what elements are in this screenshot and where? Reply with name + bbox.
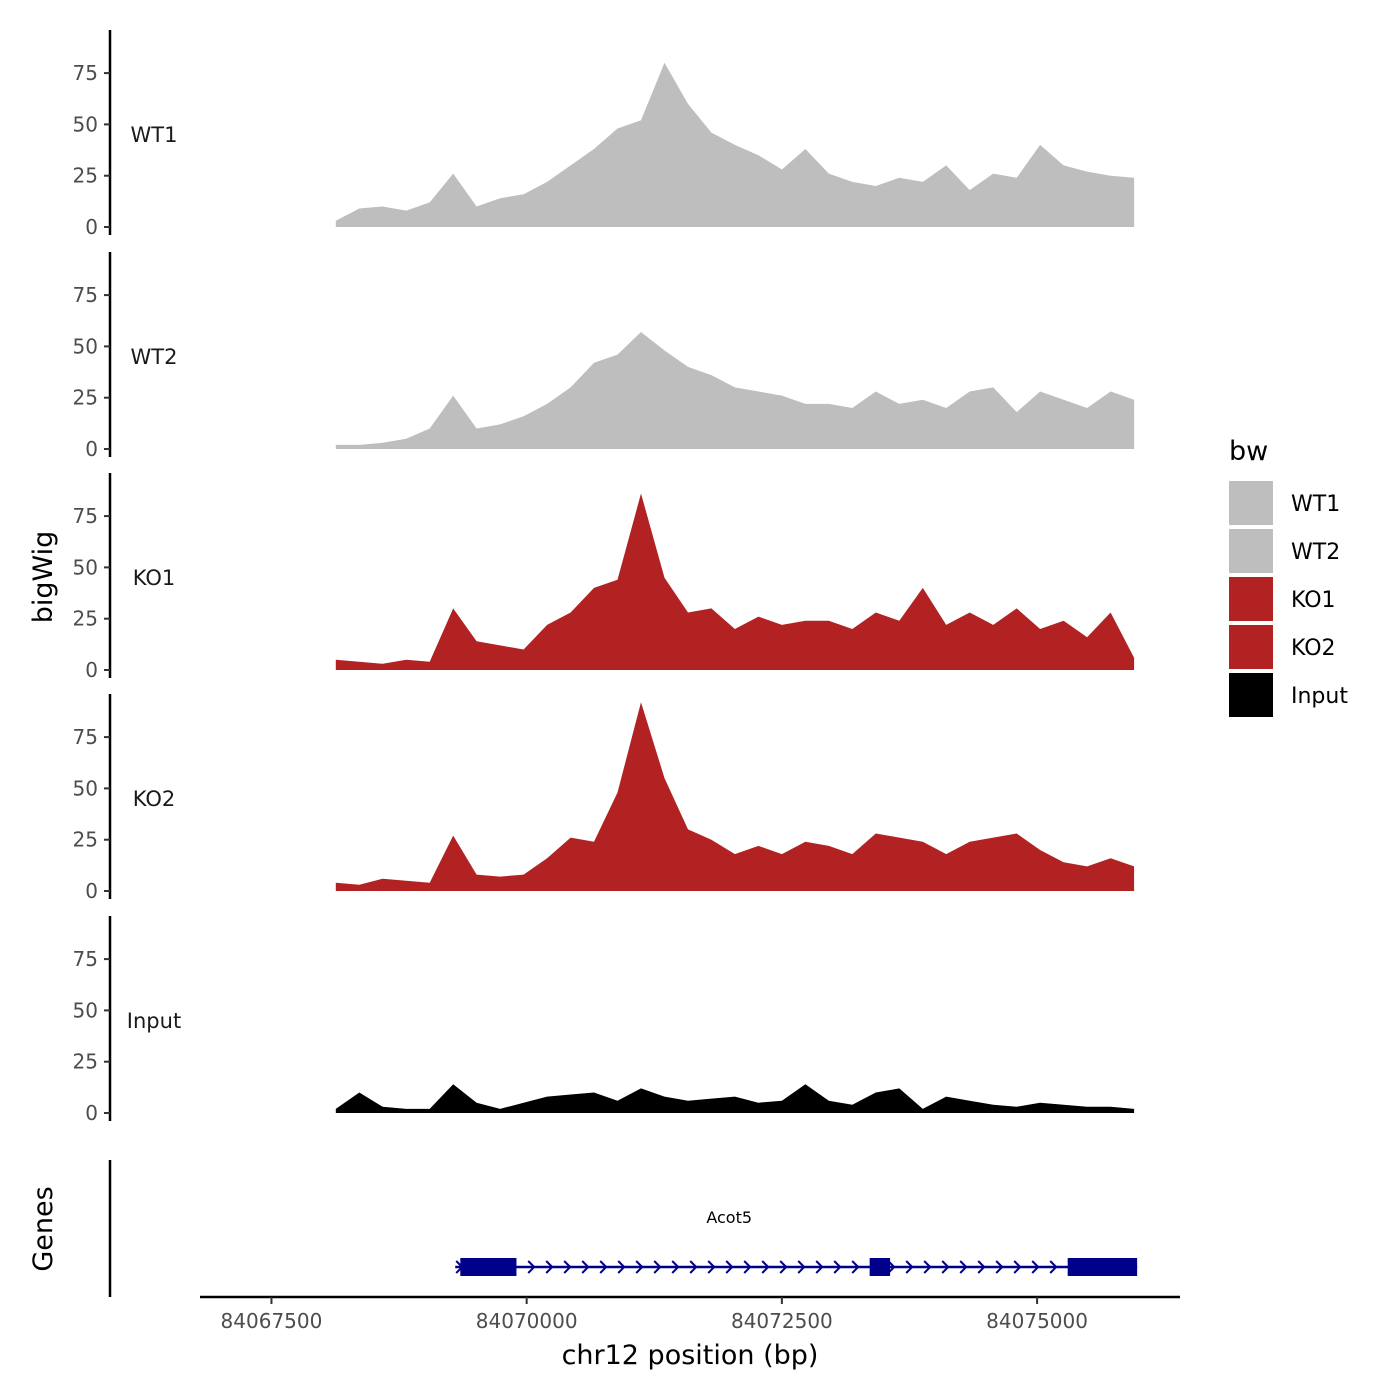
- legend-key-wt1: [1229, 481, 1273, 525]
- gene-track-title: Genes: [28, 1186, 59, 1271]
- y-tick-label: 50: [73, 776, 98, 800]
- x-tick-label: 84070000: [476, 1309, 578, 1333]
- x-tick-label: 84075000: [986, 1309, 1088, 1333]
- y-tick-label: 25: [73, 164, 98, 188]
- gene-name-label: Acot5: [706, 1208, 752, 1227]
- y-tick-label: 50: [73, 998, 98, 1022]
- strand-arrow: [563, 1260, 572, 1274]
- strand-arrow: [1049, 1260, 1058, 1274]
- legend-title: bw: [1229, 436, 1268, 467]
- strand-arrow: [941, 1260, 950, 1274]
- area-ko1: [335, 493, 1135, 670]
- strand-arrow: [977, 1260, 986, 1274]
- legend-label: KO2: [1291, 636, 1336, 661]
- strand-arrow: [689, 1260, 698, 1274]
- signal-tracks: 0 25 50 75 WT1 0 25 50 75 WT2 0 25 50 75 KO1 0 25 50 75 KO2…: [73, 30, 1135, 1125]
- strand-arrow: [923, 1260, 932, 1274]
- y-tick-label: 25: [73, 386, 98, 410]
- strand-arrow: [833, 1260, 842, 1274]
- strand-arrow: [851, 1260, 860, 1274]
- legend-label: KO1: [1291, 588, 1336, 613]
- strand-arrow: [671, 1260, 680, 1274]
- strand-arrow: [545, 1260, 554, 1274]
- y-tick-label: 0: [85, 215, 98, 239]
- strand-arrow: [779, 1260, 788, 1274]
- y-tick-label: 25: [73, 828, 98, 852]
- x-axis-title: chr12 position (bp): [562, 1340, 819, 1371]
- y-tick-label: 75: [73, 283, 98, 307]
- strand-arrow: [707, 1260, 716, 1274]
- strand-arrow: [959, 1260, 968, 1274]
- strand-arrow: [725, 1260, 734, 1274]
- track-wt1: 0 25 50 75 WT1: [73, 30, 1135, 239]
- y-tick-label: 75: [73, 947, 98, 971]
- strand-arrow: [905, 1260, 914, 1274]
- gene-exon: [460, 1258, 517, 1276]
- y-tick-label: 25: [73, 1050, 98, 1074]
- gene-exon: [869, 1258, 891, 1276]
- track-label: WT2: [131, 345, 178, 369]
- strand-arrow: [653, 1260, 662, 1274]
- y-tick-label: 0: [85, 437, 98, 461]
- track-wt2: 0 25 50 75 WT2: [73, 252, 1135, 461]
- legend-key-ko2: [1229, 625, 1273, 669]
- area-wt1: [335, 62, 1135, 227]
- y-tick-label: 75: [73, 725, 98, 749]
- x-tick-label: 84067500: [221, 1309, 323, 1333]
- area-ko2: [335, 702, 1135, 891]
- track-ko1: 0 25 50 75 KO1: [73, 473, 1135, 682]
- legend-label: WT1: [1291, 492, 1340, 517]
- strand-arrow: [761, 1260, 770, 1274]
- legend-key-wt2: [1229, 529, 1273, 573]
- strand-arrow: [995, 1260, 1004, 1274]
- strand-arrow: [1031, 1260, 1040, 1274]
- area-wt2: [335, 332, 1135, 449]
- strand-arrow: [1013, 1260, 1022, 1274]
- y-tick-label: 50: [73, 112, 98, 136]
- strand-arrow: [581, 1260, 590, 1274]
- legend-key-ko1: [1229, 577, 1273, 621]
- x-axis: 84067500 84070000 84072500 84075000: [200, 1295, 1180, 1333]
- y-tick-label: 50: [73, 555, 98, 579]
- y-tick-label: 50: [73, 334, 98, 358]
- y-axis-title: bigWig: [28, 531, 59, 624]
- track-input: 0 25 50 75 Input: [73, 916, 1135, 1125]
- strand-arrow: [743, 1260, 752, 1274]
- strand-arrow: [887, 1260, 896, 1274]
- strand-arrow: [617, 1260, 626, 1274]
- strand-arrow: [635, 1260, 644, 1274]
- x-tick-label: 84072500: [731, 1309, 833, 1333]
- strand-arrow: [599, 1260, 608, 1274]
- strand-arrow: [527, 1260, 536, 1274]
- legend-key-input: [1229, 673, 1273, 717]
- track-label: KO2: [133, 787, 176, 811]
- y-tick-label: 0: [85, 1101, 98, 1125]
- track-label: WT1: [131, 123, 178, 147]
- strand-arrow: [815, 1260, 824, 1274]
- strand-arrow: [797, 1260, 806, 1274]
- track-ko2: 0 25 50 75 KO2: [73, 694, 1135, 903]
- track-label: KO1: [133, 566, 176, 590]
- area-input: [335, 1084, 1135, 1113]
- legend-label: WT2: [1291, 540, 1340, 565]
- legend-label: Input: [1291, 684, 1348, 709]
- track-label: Input: [127, 1009, 181, 1033]
- gene-exon: [1067, 1258, 1138, 1276]
- y-tick-label: 0: [85, 879, 98, 903]
- y-tick-label: 25: [73, 607, 98, 631]
- legend: bw WT1 WT2 KO1 KO2 Input: [1229, 436, 1348, 717]
- gene-track-panel: Acot5: [108, 1160, 1138, 1297]
- y-tick-label: 75: [73, 61, 98, 85]
- y-tick-label: 0: [85, 658, 98, 682]
- y-tick-label: 75: [73, 504, 98, 528]
